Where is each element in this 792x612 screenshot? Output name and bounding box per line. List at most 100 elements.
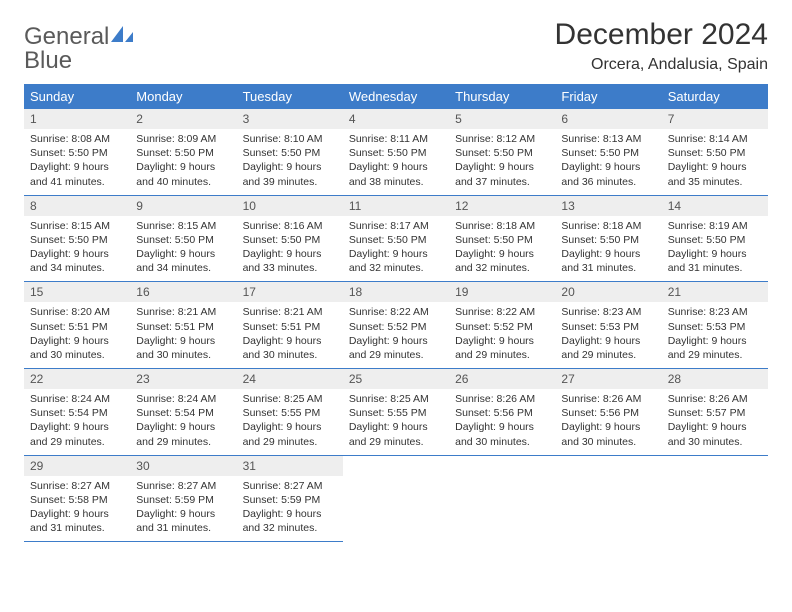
day-number: 5 [449, 109, 555, 129]
calendar-cell: 30Sunrise: 8:27 AMSunset: 5:59 PMDayligh… [130, 455, 236, 542]
sunset-line: Sunset: 5:50 PM [349, 146, 443, 160]
calendar-cell: 25Sunrise: 8:25 AMSunset: 5:55 PMDayligh… [343, 369, 449, 456]
day-body: Sunrise: 8:15 AMSunset: 5:50 PMDaylight:… [24, 216, 130, 282]
day-body: Sunrise: 8:19 AMSunset: 5:50 PMDaylight:… [662, 216, 768, 282]
day-body: Sunrise: 8:24 AMSunset: 5:54 PMDaylight:… [130, 389, 236, 455]
sunrise-line: Sunrise: 8:18 AM [561, 219, 655, 233]
calendar-cell: 9Sunrise: 8:15 AMSunset: 5:50 PMDaylight… [130, 195, 236, 282]
weekday-header: Sunday [24, 84, 130, 109]
sunset-line: Sunset: 5:50 PM [668, 146, 762, 160]
sunrise-line: Sunrise: 8:21 AM [243, 305, 337, 319]
logo-sail-icon [109, 31, 135, 48]
daylight-line: Daylight: 9 hours and 29 minutes. [243, 420, 337, 448]
calendar-cell: 17Sunrise: 8:21 AMSunset: 5:51 PMDayligh… [237, 282, 343, 369]
weekday-row: SundayMondayTuesdayWednesdayThursdayFrid… [24, 84, 768, 109]
calendar-cell: 22Sunrise: 8:24 AMSunset: 5:54 PMDayligh… [24, 369, 130, 456]
sunrise-line: Sunrise: 8:16 AM [243, 219, 337, 233]
day-body: Sunrise: 8:20 AMSunset: 5:51 PMDaylight:… [24, 302, 130, 368]
day-number: 31 [237, 456, 343, 476]
logo-text-2: Blue [24, 47, 72, 74]
month-title: December 2024 [555, 18, 768, 52]
sunset-line: Sunset: 5:50 PM [30, 233, 124, 247]
day-number: 13 [555, 196, 661, 216]
sunrise-line: Sunrise: 8:20 AM [30, 305, 124, 319]
sunset-line: Sunset: 5:54 PM [136, 406, 230, 420]
sunrise-line: Sunrise: 8:27 AM [136, 479, 230, 493]
sunrise-line: Sunrise: 8:25 AM [349, 392, 443, 406]
calendar-cell [343, 455, 449, 542]
sunset-line: Sunset: 5:50 PM [455, 233, 549, 247]
day-number: 28 [662, 369, 768, 389]
sunset-line: Sunset: 5:57 PM [668, 406, 762, 420]
calendar-cell: 29Sunrise: 8:27 AMSunset: 5:58 PMDayligh… [24, 455, 130, 542]
calendar-cell [662, 455, 768, 542]
sunset-line: Sunset: 5:56 PM [561, 406, 655, 420]
sunrise-line: Sunrise: 8:14 AM [668, 132, 762, 146]
daylight-line: Daylight: 9 hours and 30 minutes. [243, 334, 337, 362]
sunrise-line: Sunrise: 8:25 AM [243, 392, 337, 406]
day-body: Sunrise: 8:23 AMSunset: 5:53 PMDaylight:… [662, 302, 768, 368]
sunset-line: Sunset: 5:50 PM [561, 233, 655, 247]
day-body: Sunrise: 8:13 AMSunset: 5:50 PMDaylight:… [555, 129, 661, 195]
day-body: Sunrise: 8:26 AMSunset: 5:56 PMDaylight:… [555, 389, 661, 455]
daylight-line: Daylight: 9 hours and 40 minutes. [136, 160, 230, 188]
day-number: 27 [555, 369, 661, 389]
sunset-line: Sunset: 5:52 PM [455, 320, 549, 334]
daylight-line: Daylight: 9 hours and 36 minutes. [561, 160, 655, 188]
day-body: Sunrise: 8:26 AMSunset: 5:56 PMDaylight:… [449, 389, 555, 455]
daylight-line: Daylight: 9 hours and 34 minutes. [136, 247, 230, 275]
calendar-cell: 23Sunrise: 8:24 AMSunset: 5:54 PMDayligh… [130, 369, 236, 456]
sunrise-line: Sunrise: 8:11 AM [349, 132, 443, 146]
sunset-line: Sunset: 5:51 PM [243, 320, 337, 334]
logo: General Blue [24, 18, 135, 73]
daylight-line: Daylight: 9 hours and 29 minutes. [30, 420, 124, 448]
day-number: 22 [24, 369, 130, 389]
sunrise-line: Sunrise: 8:15 AM [30, 219, 124, 233]
title-block: December 2024 Orcera, Andalusia, Spain [555, 18, 768, 74]
sunset-line: Sunset: 5:58 PM [30, 493, 124, 507]
daylight-line: Daylight: 9 hours and 30 minutes. [455, 420, 549, 448]
sunrise-line: Sunrise: 8:27 AM [243, 479, 337, 493]
day-body: Sunrise: 8:12 AMSunset: 5:50 PMDaylight:… [449, 129, 555, 195]
sunrise-line: Sunrise: 8:22 AM [455, 305, 549, 319]
sunset-line: Sunset: 5:56 PM [455, 406, 549, 420]
sunrise-line: Sunrise: 8:18 AM [455, 219, 549, 233]
calendar-cell: 11Sunrise: 8:17 AMSunset: 5:50 PMDayligh… [343, 195, 449, 282]
daylight-line: Daylight: 9 hours and 30 minutes. [668, 420, 762, 448]
day-body: Sunrise: 8:08 AMSunset: 5:50 PMDaylight:… [24, 129, 130, 195]
calendar-cell [555, 455, 661, 542]
daylight-line: Daylight: 9 hours and 35 minutes. [668, 160, 762, 188]
day-number: 19 [449, 282, 555, 302]
sunset-line: Sunset: 5:51 PM [30, 320, 124, 334]
calendar-cell: 21Sunrise: 8:23 AMSunset: 5:53 PMDayligh… [662, 282, 768, 369]
sunrise-line: Sunrise: 8:24 AM [30, 392, 124, 406]
daylight-line: Daylight: 9 hours and 29 minutes. [349, 420, 443, 448]
sunset-line: Sunset: 5:50 PM [30, 146, 124, 160]
weekday-header: Monday [130, 84, 236, 109]
sunset-line: Sunset: 5:50 PM [136, 146, 230, 160]
sunrise-line: Sunrise: 8:13 AM [561, 132, 655, 146]
day-body: Sunrise: 8:24 AMSunset: 5:54 PMDaylight:… [24, 389, 130, 455]
calendar-cell: 6Sunrise: 8:13 AMSunset: 5:50 PMDaylight… [555, 109, 661, 195]
calendar-cell: 14Sunrise: 8:19 AMSunset: 5:50 PMDayligh… [662, 195, 768, 282]
daylight-line: Daylight: 9 hours and 29 minutes. [668, 334, 762, 362]
sunset-line: Sunset: 5:51 PM [136, 320, 230, 334]
day-number: 24 [237, 369, 343, 389]
day-number: 9 [130, 196, 236, 216]
sunrise-line: Sunrise: 8:22 AM [349, 305, 443, 319]
calendar-row: 8Sunrise: 8:15 AMSunset: 5:50 PMDaylight… [24, 195, 768, 282]
day-number: 25 [343, 369, 449, 389]
day-body: Sunrise: 8:22 AMSunset: 5:52 PMDaylight:… [343, 302, 449, 368]
calendar-cell: 19Sunrise: 8:22 AMSunset: 5:52 PMDayligh… [449, 282, 555, 369]
daylight-line: Daylight: 9 hours and 31 minutes. [30, 507, 124, 535]
day-number: 3 [237, 109, 343, 129]
day-number: 4 [343, 109, 449, 129]
sunset-line: Sunset: 5:55 PM [243, 406, 337, 420]
calendar-cell: 12Sunrise: 8:18 AMSunset: 5:50 PMDayligh… [449, 195, 555, 282]
sunrise-line: Sunrise: 8:23 AM [668, 305, 762, 319]
day-number: 7 [662, 109, 768, 129]
calendar-cell: 20Sunrise: 8:23 AMSunset: 5:53 PMDayligh… [555, 282, 661, 369]
day-body: Sunrise: 8:27 AMSunset: 5:59 PMDaylight:… [130, 476, 236, 542]
sunset-line: Sunset: 5:50 PM [136, 233, 230, 247]
daylight-line: Daylight: 9 hours and 31 minutes. [136, 507, 230, 535]
